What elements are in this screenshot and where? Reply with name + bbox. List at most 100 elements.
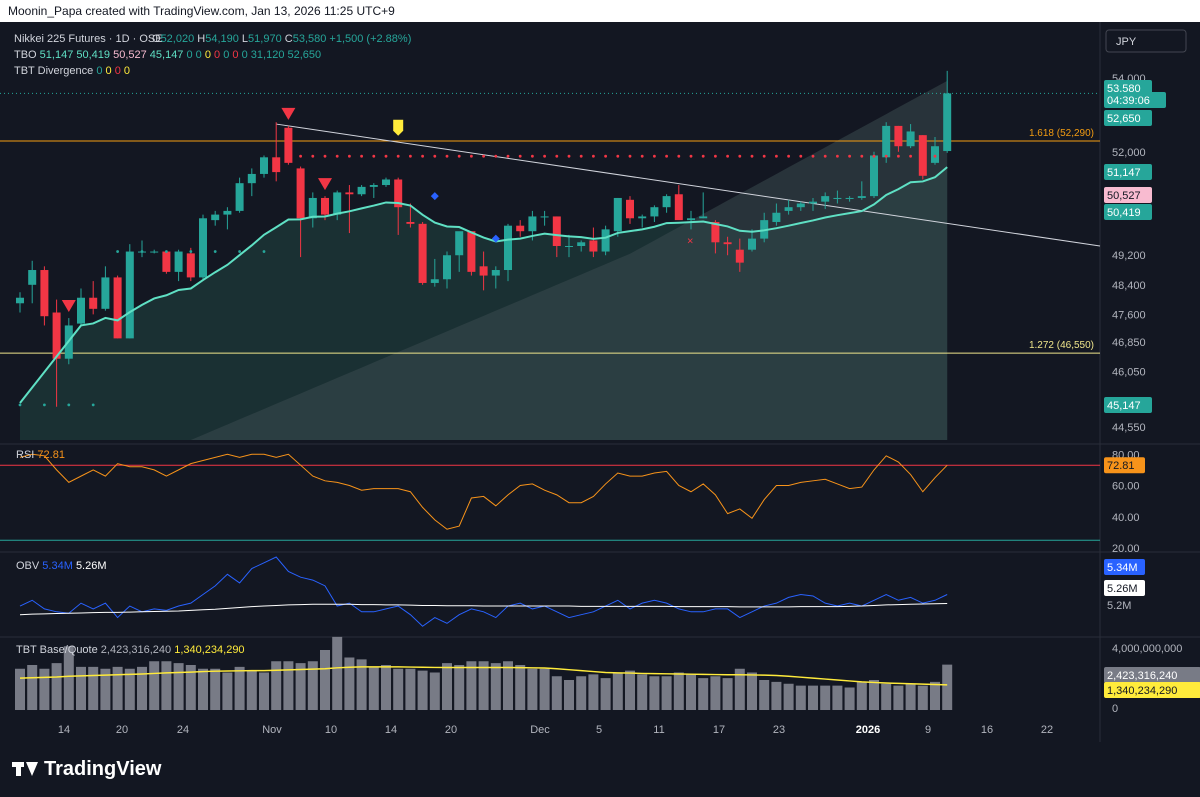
candle-body[interactable] [662, 196, 671, 208]
candle-body[interactable] [455, 231, 464, 256]
volume-bar[interactable] [844, 687, 855, 711]
candle-body[interactable] [260, 157, 268, 174]
volume-bar[interactable] [100, 668, 111, 710]
volume-bar[interactable] [442, 663, 452, 710]
candle-body[interactable] [443, 255, 451, 280]
candle-body[interactable] [418, 223, 427, 283]
candle-body[interactable] [540, 216, 549, 218]
candle-body[interactable] [113, 277, 122, 339]
candle-body[interactable] [357, 186, 366, 195]
volume-bar[interactable] [832, 685, 843, 710]
volume-bar[interactable] [539, 668, 550, 710]
volume-bar[interactable] [271, 661, 282, 710]
candle-body[interactable] [552, 216, 561, 246]
candle-body[interactable] [321, 197, 329, 215]
volume-bar[interactable] [149, 661, 160, 710]
candle-body[interactable] [882, 125, 891, 158]
volume-bar[interactable] [710, 676, 721, 710]
candle-body[interactable] [845, 197, 854, 199]
candle-body[interactable] [101, 277, 110, 309]
currency-button[interactable]: JPY [1105, 29, 1187, 53]
volume-bar[interactable] [222, 672, 233, 711]
candle-body[interactable] [833, 197, 842, 199]
volume-bar[interactable] [185, 665, 196, 710]
volume-bar[interactable] [320, 650, 330, 710]
volume-bar[interactable] [551, 676, 562, 710]
volume-bar[interactable] [637, 674, 648, 710]
candle-body[interactable] [821, 196, 830, 202]
volume-bar[interactable] [63, 646, 74, 710]
candle-body[interactable] [796, 203, 805, 208]
volume-bar[interactable] [930, 681, 940, 710]
volume-bar[interactable] [795, 685, 806, 710]
volume-bar[interactable] [368, 666, 379, 710]
volume-bar[interactable] [649, 676, 660, 710]
candle-body[interactable] [748, 238, 756, 250]
candle-body[interactable] [528, 216, 537, 232]
volume-bar[interactable] [698, 678, 709, 710]
candle-body[interactable] [638, 216, 647, 219]
candle-body[interactable] [687, 218, 695, 221]
candle-body[interactable] [333, 192, 342, 215]
volume-bar[interactable] [429, 672, 440, 711]
volume-bar[interactable] [490, 663, 501, 710]
volume-bar[interactable] [600, 678, 611, 710]
volume-bar[interactable] [198, 668, 208, 710]
volume-bar[interactable] [137, 666, 147, 710]
volume-bar[interactable] [612, 672, 623, 711]
candle-body[interactable] [16, 297, 24, 304]
volume-bar[interactable] [27, 665, 38, 710]
candle-body[interactable] [52, 312, 61, 359]
volume-bar[interactable] [295, 663, 306, 710]
volume-bar[interactable] [527, 668, 538, 710]
candle-body[interactable] [77, 297, 85, 324]
volume-bar[interactable] [917, 685, 928, 710]
volume-bar[interactable] [478, 661, 489, 710]
candle-body[interactable] [28, 270, 37, 285]
candle-body[interactable] [613, 197, 622, 232]
volume-bar[interactable] [356, 659, 367, 710]
candle-body[interactable] [89, 297, 98, 309]
candle-body[interactable] [723, 242, 732, 245]
candle-body[interactable] [235, 183, 244, 211]
volume-bar[interactable] [734, 668, 745, 710]
candle-body[interactable] [516, 225, 525, 232]
volume-bar[interactable] [942, 664, 953, 710]
candle-body[interactable] [626, 199, 634, 219]
volume-bar[interactable] [124, 668, 135, 710]
volume-bar[interactable] [856, 681, 867, 710]
candle-body[interactable] [504, 225, 512, 271]
volume-bar[interactable] [15, 668, 25, 710]
candle-body[interactable] [711, 221, 720, 243]
volume-bar[interactable] [210, 668, 221, 710]
volume-bar[interactable] [661, 676, 672, 710]
candle-body[interactable] [870, 155, 878, 197]
volume-bar[interactable] [783, 683, 794, 710]
volume-bar[interactable] [869, 680, 879, 710]
volume-bar[interactable] [625, 670, 635, 710]
candle-body[interactable] [809, 201, 817, 204]
candle-body[interactable] [699, 216, 708, 219]
volume-bar[interactable] [259, 672, 269, 711]
volume-bar[interactable] [246, 670, 257, 710]
volume-bar[interactable] [417, 670, 428, 710]
volume-bar[interactable] [588, 674, 599, 710]
volume-bar[interactable] [881, 683, 892, 710]
volume-bar[interactable] [771, 681, 782, 710]
volume-bar[interactable] [722, 678, 733, 710]
candle-body[interactable] [406, 221, 415, 224]
candle-body[interactable] [223, 210, 232, 215]
volume-bar[interactable] [332, 636, 343, 710]
candle-body[interactable] [467, 231, 476, 272]
volume-bar[interactable] [112, 666, 123, 710]
volume-bar[interactable] [747, 672, 757, 711]
candle-body[interactable] [40, 270, 49, 317]
candle-body[interactable] [369, 185, 378, 187]
volume-bar[interactable] [686, 674, 696, 710]
volume-bar[interactable] [76, 666, 86, 710]
volume-bar[interactable] [808, 685, 818, 710]
candle-body[interactable] [674, 194, 683, 221]
candle-body[interactable] [479, 266, 488, 276]
